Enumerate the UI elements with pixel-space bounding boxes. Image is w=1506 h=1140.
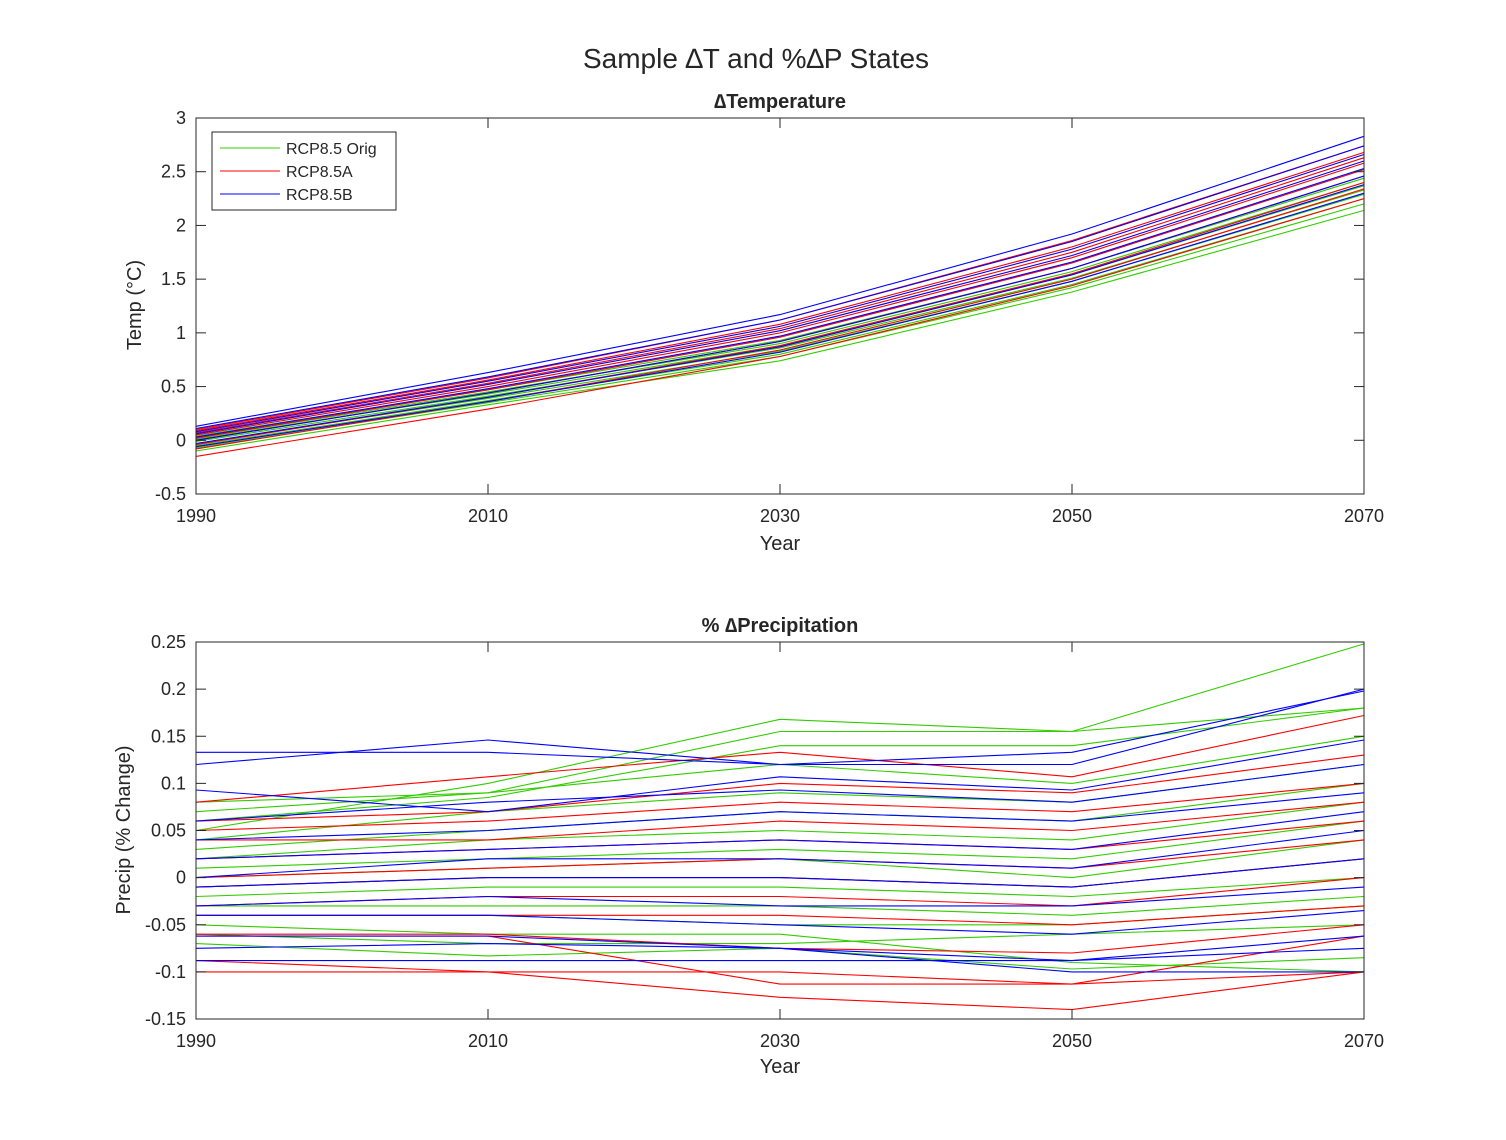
precipitation-series-line-26 [195,960,1365,985]
precipitation-series-line-32 [195,763,1365,822]
temperature-axes-title: ∆Temperature [714,91,846,113]
temperature-series-line-20 [195,167,1365,438]
precipitation-series-line-36 [195,858,1365,888]
temperature-series-line-17 [195,192,1365,448]
precipitation-series-line-33 [195,792,1365,841]
precipitation-series-line-41 [195,943,1364,973]
precipitation-axes-title: % ∆Precipitation [702,615,859,637]
temperature-y-axis-label: Temp (°C) [124,260,146,350]
legend-label-orig: RCP8.5 Orig [286,141,377,158]
temperature-series-line-12 [195,169,1365,439]
temperature-y-tick-label-1: 0 [176,430,186,450]
temperature-series-line-10 [195,181,1365,446]
precipitation-x-tick-label-2: 2030 [760,1031,800,1051]
precipitation-series-line-31 [195,739,1365,813]
temperature-x-axis-label: Year [760,533,801,555]
precipitation-x-tick-label-1: 2010 [468,1031,508,1051]
legend: RCP8.5 Orig RCP8.5A RCP8.5B [211,131,397,211]
precipitation-series-line-15 [195,924,1365,973]
temperature-series-line-13 [195,162,1365,436]
precipitation-series-line-17 [195,754,1365,822]
precipitation-series-line-2 [195,707,1365,822]
precipitation-series-line-1 [195,707,1365,813]
precipitation-y-tick-label-0: -0.15 [145,1009,186,1029]
precipitation-x-tick-label-0: 1990 [176,1031,216,1051]
temperature-series-line-9 [195,188,1365,450]
precipitation-x-tick-label-4: 2070 [1344,1031,1384,1051]
temperature-x-tick-label-1: 2010 [468,506,508,526]
precipitation-series-line-6 [195,801,1365,860]
precipitation-y-tick-label-1: -0.1 [155,962,186,982]
precipitation-series-line-37 [195,886,1365,907]
precipitation-y-tick-label-6: 0.15 [151,726,186,746]
temperature-series-line-6 [195,181,1365,439]
precipitation-ticks-layer: 1990 2010 2030 2050 2070 -0.15 -0.1 -0.05 0 0.05 0… [145,632,1384,1051]
temperature-series-line-15 [195,151,1365,432]
precipitation-series-line-19 [196,801,1365,841]
precipitation-x-tick-label-3: 2050 [1052,1031,1092,1051]
temperature-series-line-14 [195,157,1365,434]
temperature-y-tick-label-0: -0.5 [155,484,186,504]
precipitation-y-tick-label-8: 0.25 [151,632,186,652]
precipitation-series-line-29 [196,688,1365,766]
precipitation-y-tick-label-7: 0.2 [161,679,186,699]
precipitation-y-tick-label-4: 0.05 [151,821,186,841]
legend-label-a: RCP8.5A [286,164,353,181]
precipitation-x-axis-label: Year [760,1056,801,1078]
temperature-y-tick-label-2: 0.5 [161,377,186,397]
precipitation-series-line-10 [195,877,1365,898]
temperature-series-line-18 [195,184,1365,445]
precipitation-y-tick-label-3: 0 [176,868,186,888]
legend-label-b: RCP8.5B [286,187,353,204]
temperature-x-tick-label-4: 2070 [1344,506,1384,526]
temperature-y-tick-label-5: 2 [176,215,186,235]
temperature-ticks-layer: 1990 2010 2030 2050 2070 -0.5 0 0.5 1 1.5 2 2.5 3 [155,108,1384,526]
precipitation-series-layer [195,643,1365,1011]
precipitation-series-line-13 [195,924,1365,945]
temperature-y-tick-label-7: 3 [176,108,186,128]
precipitation-series-line-35 [195,829,1365,879]
precipitation-series-line-16 [195,714,1365,803]
figure-title: Sample ∆T and %∆P States [583,43,929,74]
temperature-axes: ∆Temperature 1990 2010 2030 2050 2070 -0.5 0 0.… [124,91,1384,555]
temperature-y-tick-label-3: 1 [176,323,186,343]
temperature-series-line-0 [195,209,1365,452]
precipitation-axes: % ∆Precipitation 1990 2010 2030 2050 2070 -0.… [113,615,1384,1078]
precipitation-series-line-27 [196,971,1365,1011]
precipitation-y-tick-label-5: 0.1 [161,773,186,793]
temperature-series-line-21 [195,160,1365,435]
temperature-series-line-19 [195,175,1365,441]
precipitation-series-line-34 [195,811,1365,860]
temperature-y-tick-label-6: 2.5 [161,162,186,182]
temperature-series-line-23 [195,145,1365,430]
temperature-x-tick-label-2: 2030 [760,506,800,526]
temperature-series-line-22 [195,153,1365,433]
temperature-y-tick-label-4: 1.5 [161,269,186,289]
precipitation-series-line-30 [195,690,1365,766]
precipitation-y-tick-label-2: -0.05 [145,915,186,935]
precipitation-series-line-40 [196,947,1365,962]
temperature-series-line-8 [195,198,1365,457]
precipitation-series-line-7 [195,820,1365,869]
temperature-series-line-2 [195,198,1365,447]
temperature-series-layer [195,135,1365,457]
temperature-x-tick-label-0: 1990 [176,506,216,526]
precipitation-series-line-38 [196,910,1365,935]
precipitation-series-line-18 [195,782,1365,832]
temperature-x-tick-label-3: 2050 [1052,506,1092,526]
precipitation-y-axis-label: Precip (% Change) [113,746,135,915]
temperature-series-line-24 [195,135,1365,427]
